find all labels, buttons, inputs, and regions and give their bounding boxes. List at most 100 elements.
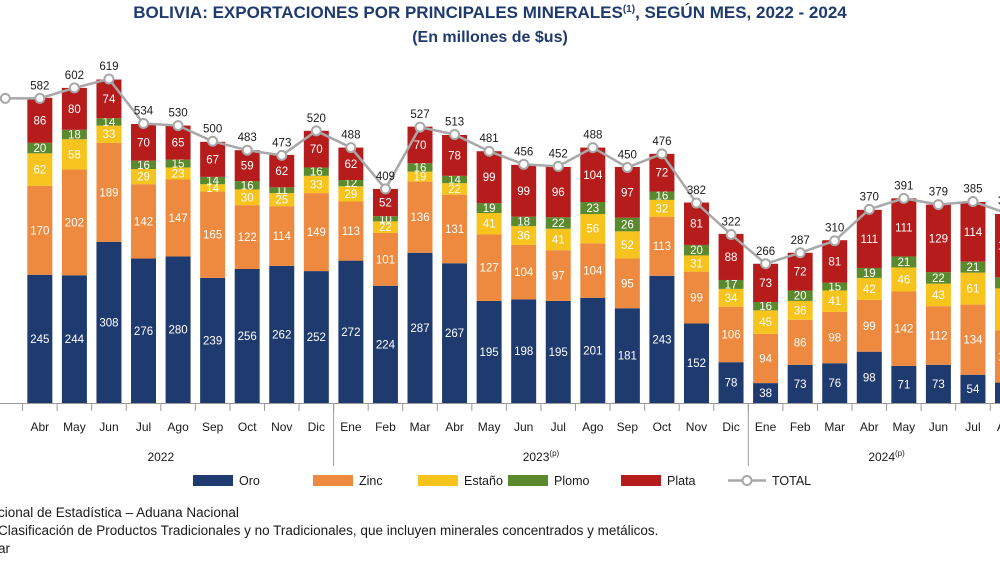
bar-segment-zinc — [856, 299, 882, 352]
x-tick-label: Ago — [582, 420, 604, 434]
data-label-plomo: 17 — [725, 279, 738, 291]
data-label-plomo: 21 — [897, 257, 910, 269]
data-label-zinc: 165 — [203, 230, 222, 242]
total-point — [898, 192, 910, 204]
bar-segment-plomo — [649, 191, 675, 200]
bar-segment-zinc — [753, 333, 779, 384]
data-label-estano: 29 — [137, 172, 150, 184]
bar-segment-zinc — [476, 234, 502, 301]
data-label-plata: 88 — [725, 252, 738, 264]
bar-segment-estano — [269, 193, 295, 207]
total-label: 362 — [998, 196, 1000, 208]
data-label-estano: 41 — [828, 296, 841, 308]
bar-segment-plata — [580, 147, 606, 203]
data-label-plomo: 14 — [448, 175, 461, 187]
legend-swatch-plomo — [508, 475, 548, 486]
legend-label-plomo: Plomo — [554, 474, 589, 488]
total-point — [0, 92, 11, 104]
bar-segment-plomo — [96, 118, 122, 126]
bar-segment-zinc — [545, 250, 571, 301]
bar-segment-estano — [234, 189, 260, 206]
legend-label-zinc: Zinc — [359, 474, 383, 488]
data-label-oro: 73 — [932, 379, 945, 391]
x-tick-label: Mar — [824, 420, 845, 434]
data-label-zinc: 127 — [480, 263, 499, 275]
bar-segment-plata — [165, 125, 191, 160]
total-point — [794, 247, 806, 259]
bar-segment-plomo — [856, 267, 882, 278]
total-point — [552, 160, 564, 172]
bar-segment-estano — [649, 199, 675, 217]
bar-segment-plomo — [822, 282, 848, 291]
bar-segment-plomo — [442, 175, 468, 184]
bar-segment-oro — [683, 323, 709, 403]
data-label-oro: 252 — [307, 332, 326, 344]
total-label: 322 — [721, 216, 740, 228]
bar-segment-plomo — [960, 261, 986, 273]
data-label-estano: 32 — [656, 203, 669, 215]
data-label-zinc: 113 — [342, 226, 360, 238]
data-label-oro: 73 — [794, 379, 807, 391]
bar-segment-estano — [476, 213, 502, 235]
bar-segment-plata — [891, 198, 917, 257]
bar-segment-zinc — [683, 271, 709, 324]
bar-segment-plomo — [27, 142, 53, 154]
data-label-zinc: 149 — [307, 227, 326, 239]
data-label-plata: 121 — [998, 241, 1000, 253]
data-label-oro: 38 — [759, 388, 772, 400]
bar-segment-estano — [891, 267, 917, 292]
total-label: 488 — [583, 130, 602, 142]
data-label-zinc: 98 — [828, 333, 841, 345]
bar-segment-zinc — [131, 184, 157, 259]
data-label-estano: 14 — [206, 183, 219, 195]
bar-segment-plomo — [61, 129, 87, 140]
x-tick-label: Sep — [202, 420, 224, 434]
legend-label-estano: Estaño — [464, 474, 503, 488]
data-label-estano: 61 — [967, 284, 980, 296]
x-tick-label: Mar — [410, 420, 431, 434]
bar-segment-oro — [476, 300, 502, 403]
data-label-estano: 19 — [414, 172, 427, 184]
data-label-plomo: 16 — [656, 191, 669, 203]
bar-segment-plomo — [303, 167, 329, 176]
bar-segment-oro — [891, 365, 917, 403]
data-label-plomo: 19 — [863, 268, 876, 280]
bar-segment-estano — [372, 221, 398, 233]
x-tick-label: Ene — [340, 420, 362, 434]
data-label-estano: 41 — [552, 234, 565, 246]
bar-segment-plata — [856, 209, 882, 268]
bar-segment-estano — [131, 169, 157, 185]
data-label-oro: 195 — [480, 347, 499, 359]
bar-segment-plata — [442, 135, 468, 176]
bar-segment-plomo — [200, 176, 226, 185]
bar-segment-zinc — [234, 205, 260, 270]
bar-segment-zinc — [995, 330, 1000, 383]
bar-segment-estano — [822, 290, 848, 312]
bar-segment-oro — [96, 241, 122, 403]
data-label-oro: 239 — [203, 335, 222, 347]
data-label-plomo: 20 — [690, 245, 703, 257]
bar-segment-oro — [787, 364, 813, 403]
x-tick-label: Jul — [551, 420, 566, 434]
bar-segment-oro — [407, 252, 433, 403]
bar-segment-oro — [303, 271, 329, 403]
total-label: 310 — [825, 223, 844, 235]
data-label-plomo: 16 — [759, 301, 772, 313]
data-label-plata: 70 — [310, 144, 323, 156]
x-tick-label: Abr — [445, 420, 464, 434]
data-label-estano: 33 — [310, 179, 323, 191]
x-tick-label: Sep — [617, 420, 639, 434]
bar-segment-plata — [96, 79, 122, 119]
data-label-zinc: 100 — [998, 351, 1000, 363]
bar-segment-plata — [200, 141, 226, 177]
bar-segment-estano — [753, 310, 779, 334]
legend-swatch-estano — [418, 475, 458, 486]
data-label-zinc: 114 — [273, 231, 292, 243]
data-label-plomo: 20 — [794, 291, 807, 303]
data-label-plata: 86 — [33, 115, 46, 127]
data-label-estano: 45 — [759, 317, 772, 329]
total-label: 520 — [307, 113, 326, 125]
bar-segment-estano — [995, 288, 1000, 331]
total-label: 483 — [238, 132, 257, 144]
bar-segment-plomo — [718, 280, 744, 289]
